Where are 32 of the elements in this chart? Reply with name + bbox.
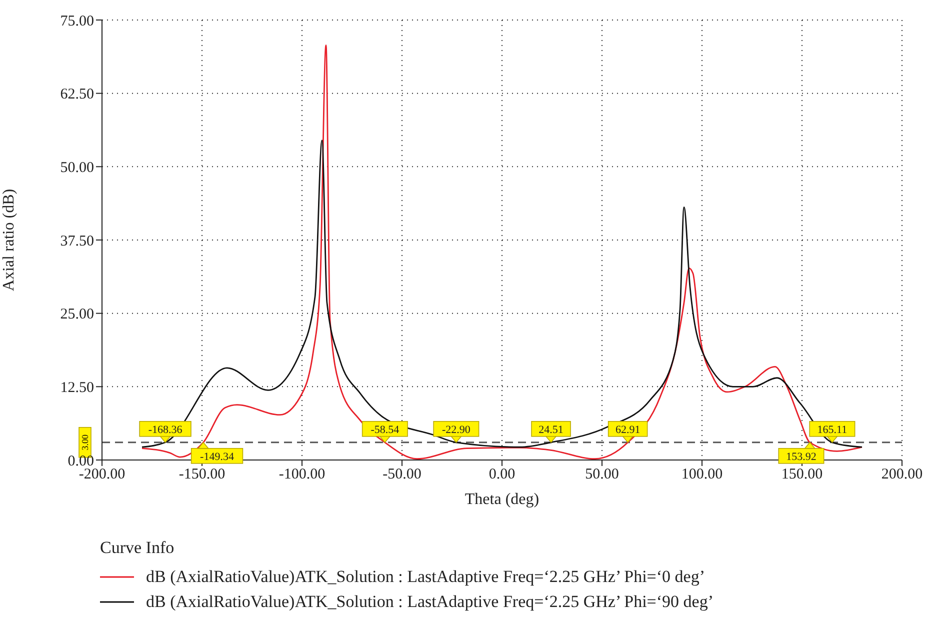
line-series [141,44,863,460]
y-tick-label: 25.00 [60,306,94,323]
y-axis-title: Axial ratio (dB) [0,188,18,292]
x-tick-label: 200.00 [881,466,923,483]
annotation: 62.91 [615,424,640,436]
y-tick-label: 0.00 [68,453,94,470]
annotation: -149.34 [200,450,234,463]
x-tick-label: -200.00 [78,466,126,483]
annotation: -22.90 [442,424,471,436]
y-tick-label: 50.00 [60,160,94,176]
ref-line-label: 3.00 [80,434,90,450]
x-tick-label: 50.00 [585,466,619,483]
x-tick-label: 150.00 [781,466,823,483]
annotation: 153.92 [786,450,816,463]
annotation: 165.11 [817,424,848,436]
annotation: -168.36 [148,424,183,436]
x-tick-label: -100.00 [278,466,326,483]
x-axis-title: Theta (deg) [464,491,540,508]
line-series [141,140,863,448]
y-tick-label: 62.50 [60,86,94,103]
annotation: -58.54 [370,424,400,436]
x-tick-label: -150.00 [178,466,226,483]
annotation: 24.51 [538,424,564,436]
y-tick-label: 37.50 [60,233,94,250]
legend-title: Curve Info [100,538,176,558]
x-tick-label: 0.00 [488,466,516,483]
legend-label: dB (AxialRatioValue)ATK_Solution : LastAdaptive Freq=‘2.25 GHz’ Phi=‘90 deg’ [146,592,714,612]
legend-label: dB (AxialRatioValue)ATK_Solution : LastAdaptive Freq=‘2.25 GHz’ Phi=‘0 deg’ [146,566,705,586]
x-tick-label: 100.00 [681,466,723,483]
y-tick-label: 75.00 [60,13,94,30]
y-tick-label: 12.50 [60,380,94,396]
x-tick-label: -50.00 [382,466,422,483]
